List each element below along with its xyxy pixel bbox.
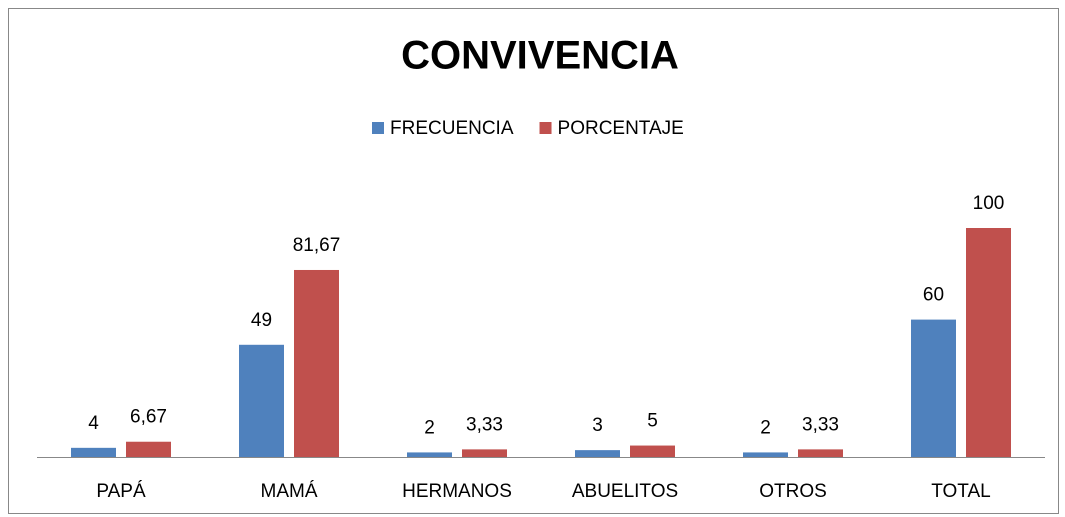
bar — [126, 441, 171, 457]
data-label: 4 — [88, 413, 99, 434]
x-tick-label: TOTAL — [931, 481, 990, 502]
chart-frame — [8, 8, 1059, 514]
data-label: 3 — [592, 415, 603, 436]
x-tick-label: PAPÁ — [96, 481, 146, 502]
x-tick-label: MAMÁ — [261, 481, 318, 502]
bar — [575, 450, 620, 457]
bar — [294, 269, 339, 457]
legend-label: PORCENTAJE — [558, 118, 684, 139]
bar — [239, 344, 284, 457]
x-tick-label: OTROS — [759, 481, 827, 502]
bar — [462, 449, 507, 457]
bar — [407, 452, 452, 457]
x-tick-label: ABUELITOS — [572, 481, 678, 502]
legend-label: FRECUENCIA — [390, 118, 514, 139]
bar — [911, 319, 956, 457]
legend-swatch — [372, 122, 384, 134]
data-label: 60 — [923, 285, 944, 306]
data-label: 3,33 — [802, 414, 839, 435]
data-label: 49 — [251, 310, 272, 331]
data-label: 6,67 — [130, 407, 167, 428]
data-label: 3,33 — [466, 414, 503, 435]
legend-swatch — [539, 122, 552, 134]
bar — [966, 228, 1011, 457]
bar — [630, 445, 675, 457]
x-tick-label: HERMANOS — [402, 481, 512, 502]
chart-title: CONVIVENCIA — [401, 34, 679, 78]
data-label: 100 — [973, 193, 1005, 214]
data-label: 5 — [647, 411, 658, 432]
bar — [71, 447, 116, 457]
bar — [743, 452, 788, 457]
data-label: 2 — [424, 417, 435, 438]
data-label: 2 — [760, 417, 771, 438]
bar — [798, 449, 843, 457]
data-label: 81,67 — [293, 235, 341, 256]
